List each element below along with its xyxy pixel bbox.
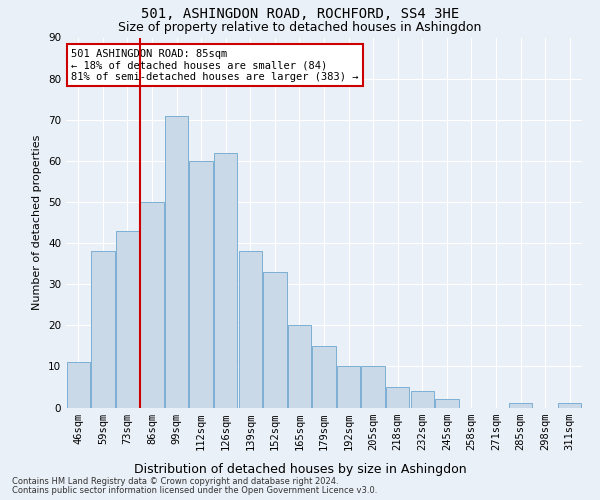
Bar: [190, 161, 213, 408]
Bar: [435, 400, 458, 407]
Bar: [337, 366, 360, 408]
Bar: [91, 252, 115, 408]
Bar: [386, 387, 409, 407]
Y-axis label: Number of detached properties: Number of detached properties: [32, 135, 43, 310]
Text: Distribution of detached houses by size in Ashingdon: Distribution of detached houses by size …: [134, 462, 466, 475]
Text: 501 ASHINGDON ROAD: 85sqm
← 18% of detached houses are smaller (84)
81% of semi-: 501 ASHINGDON ROAD: 85sqm ← 18% of detac…: [71, 48, 359, 82]
Text: Contains HM Land Registry data © Crown copyright and database right 2024.: Contains HM Land Registry data © Crown c…: [12, 477, 338, 486]
Bar: [509, 404, 532, 407]
Text: Size of property relative to detached houses in Ashingdon: Size of property relative to detached ho…: [118, 21, 482, 34]
Bar: [214, 152, 238, 408]
Bar: [558, 404, 581, 407]
Bar: [313, 346, 335, 408]
Bar: [263, 272, 287, 407]
Bar: [239, 252, 262, 408]
Bar: [288, 326, 311, 407]
Text: 501, ASHINGDON ROAD, ROCHFORD, SS4 3HE: 501, ASHINGDON ROAD, ROCHFORD, SS4 3HE: [141, 8, 459, 22]
Bar: [67, 362, 90, 408]
Bar: [165, 116, 188, 408]
Bar: [116, 230, 139, 408]
Bar: [140, 202, 164, 408]
Text: Contains public sector information licensed under the Open Government Licence v3: Contains public sector information licen…: [12, 486, 377, 495]
Bar: [361, 366, 385, 408]
Bar: [410, 391, 434, 407]
